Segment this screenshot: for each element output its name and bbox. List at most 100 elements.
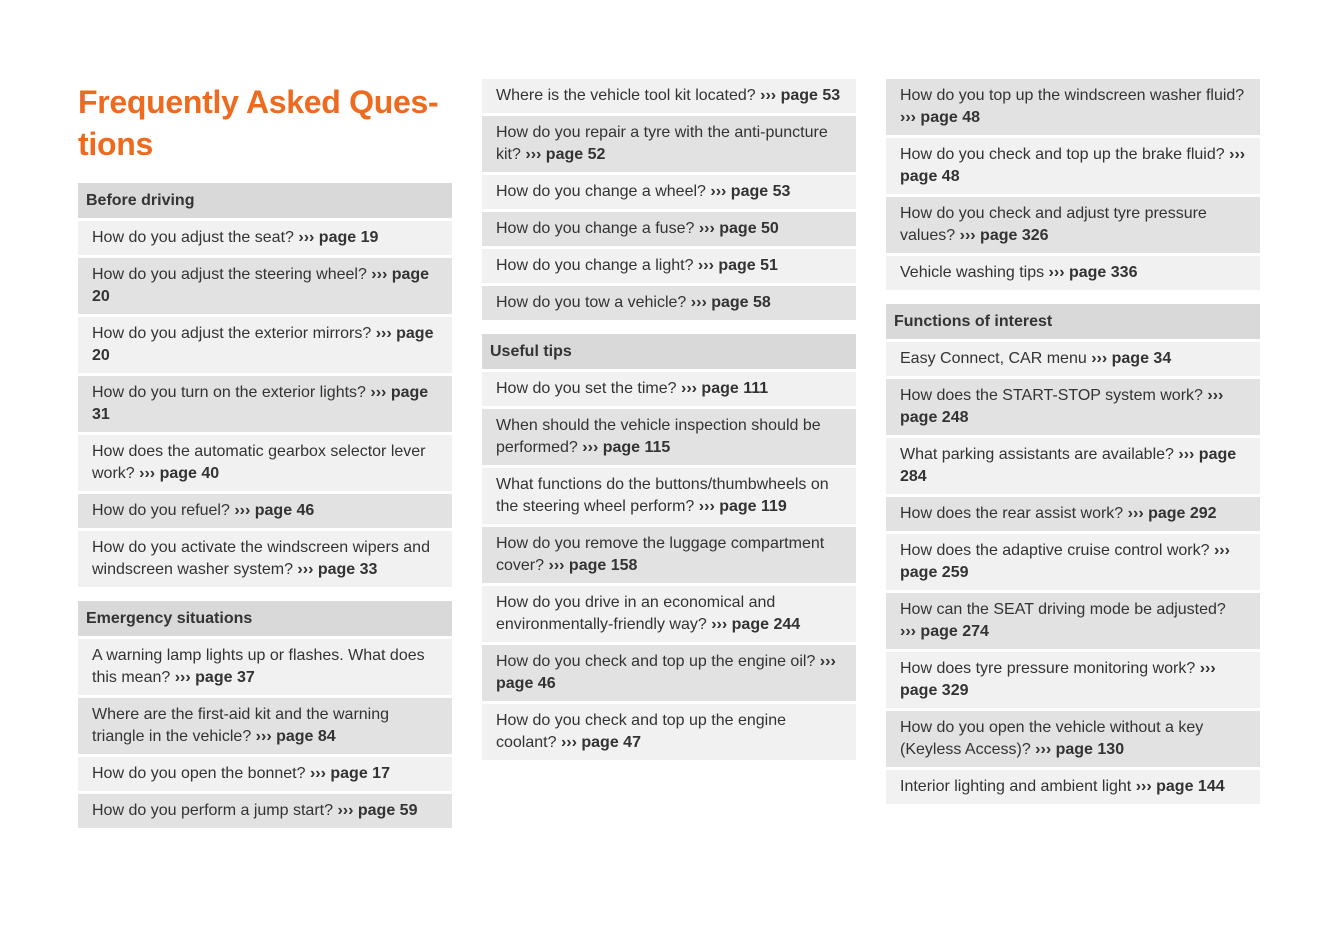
question: Vehicle washing tips — [900, 264, 1045, 281]
faq-item: What functions do the buttons/thumbwheel… — [482, 468, 856, 524]
question: How does tyre pressure monitoring work? — [900, 660, 1196, 677]
page-reference: ››› page 52 — [525, 146, 606, 163]
faq-item: How do you activate the windscreen wiper… — [78, 531, 452, 587]
faq-item: How do you change a fuse? ››› page 50 — [482, 212, 856, 246]
question: How does the START-STOP system work? — [900, 387, 1203, 404]
faq-item: How does the adaptive cruise control wor… — [886, 534, 1260, 590]
question: How do you check and adjust tyre pressur… — [900, 205, 1207, 244]
page-reference: ››› page 144 — [1135, 778, 1225, 795]
page-reference: ››› page 46 — [496, 653, 836, 692]
faq-section: Emergency situations A warning lamp light… — [78, 601, 452, 828]
faq-section: Before driving How do you adjust the seat… — [78, 183, 452, 587]
faq-item: How do you turn on the exterior lights? … — [78, 376, 452, 432]
page-reference: ››› page 53 — [760, 87, 841, 104]
page-reference: ››› page 58 — [690, 294, 771, 311]
page-reference: ››› page 47 — [560, 734, 641, 751]
page-reference: ››› page 31 — [92, 384, 429, 423]
question: How do you repair a tyre with the anti-p… — [496, 124, 828, 163]
page-reference: ››› page 158 — [548, 557, 638, 574]
page-reference: ››› page 336 — [1048, 264, 1138, 281]
question: How do you refuel? — [92, 502, 230, 519]
question: How does the automatic gearbox selector … — [92, 443, 426, 482]
page-title: Frequently Asked Ques- tions — [78, 84, 439, 162]
faq-item: How do you remove the luggage compartmen… — [482, 527, 856, 583]
question: How do you activate the windscreen wiper… — [92, 539, 430, 578]
faq-item: How do you check and top up the brake fl… — [886, 138, 1260, 194]
question: How do you perform a jump start? — [92, 802, 333, 819]
section-heading: Before driving — [78, 183, 452, 218]
question: What parking assistants are available? — [900, 446, 1174, 463]
faq-item: How do you top up the windscreen washer … — [886, 79, 1260, 135]
faq-item: How does the rear assist work? ››› page … — [886, 497, 1260, 531]
question: A warning lamp lights up or flashes. Wha… — [92, 647, 425, 686]
faq-item: How do you check and top up the engine c… — [482, 704, 856, 760]
faq-item: How do you adjust the exterior mirrors? … — [78, 317, 452, 373]
faq-item: Easy Connect, CAR menu ››› page 34 — [886, 342, 1260, 376]
page-reference: ››› page 51 — [697, 257, 778, 274]
faq-item: How does the START-STOP system work? ›››… — [886, 379, 1260, 435]
page-reference: ››› page 33 — [297, 561, 378, 578]
question: Easy Connect, CAR menu — [900, 350, 1087, 367]
page-reference: ››› page 19 — [298, 229, 379, 246]
page-reference: ››› page 20 — [92, 325, 434, 364]
faq-item: How do you refuel? ››› page 46 — [78, 494, 452, 528]
faq-item: How do you perform a jump start? ››› pag… — [78, 794, 452, 828]
page-reference: ››› page 130 — [1035, 741, 1125, 758]
faq-item: How do you tow a vehicle? ››› page 58 — [482, 286, 856, 320]
question: How do you adjust the exterior mirrors? — [92, 325, 372, 342]
page-reference: ››› page 17 — [309, 765, 390, 782]
page-reference: ››› page 34 — [1091, 350, 1172, 367]
faq-section: Useful tips How do you set the time? ››› … — [482, 334, 856, 760]
faq-item: How can the SEAT driving mode be adjuste… — [886, 593, 1260, 649]
column: Frequently Asked Ques- tions Before driv… — [78, 79, 452, 842]
page-reference: ››› page 40 — [139, 465, 220, 482]
column: How do you top up the windscreen washer … — [886, 79, 1260, 818]
faq-item: How do you repair a tyre with the anti-p… — [482, 116, 856, 172]
page-reference: ››› page 248 — [900, 387, 1224, 426]
faq-item: How does the automatic gearbox selector … — [78, 435, 452, 491]
faq-item: Vehicle washing tips ››› page 336 — [886, 256, 1260, 290]
faq-section: Functions of interest Easy Connect, CAR m… — [886, 304, 1260, 804]
page-reference: ››› page 115 — [582, 439, 671, 456]
question: How do you drive in an economical and en… — [496, 594, 776, 633]
column: Where is the vehicle tool kit located? ›… — [482, 79, 856, 774]
question: How do you check and top up the brake fl… — [900, 146, 1225, 163]
faq-section: How do you top up the windscreen washer … — [886, 79, 1260, 290]
page-reference: ››› page 48 — [900, 146, 1246, 185]
question: How do you turn on the exterior lights? — [92, 384, 366, 401]
faq-item: Interior lighting and ambient light ››› … — [886, 770, 1260, 804]
faq-item: How do you set the time? ››› page 111 — [482, 372, 856, 406]
faq-item: How does tyre pressure monitoring work? … — [886, 652, 1260, 708]
faq-item: A warning lamp lights up or flashes. Wha… — [78, 639, 452, 695]
question: How do you change a light? — [496, 257, 694, 274]
faq-item: How do you change a wheel? ››› page 53 — [482, 175, 856, 209]
question: When should the vehicle inspection shoul… — [496, 417, 821, 456]
question: How do you adjust the seat? — [92, 229, 294, 246]
page-reference: ››› page 84 — [255, 728, 336, 745]
question: How do you check and top up the engine o… — [496, 653, 816, 670]
faq-item: How do you check and top up the engine o… — [482, 645, 856, 701]
section-heading: Emergency situations — [78, 601, 452, 636]
page-reference: ››› page 48 — [900, 109, 981, 126]
section-heading: Useful tips — [482, 334, 856, 369]
question: Where are the first-aid kit and the warn… — [92, 706, 390, 745]
faq-item: How do you drive in an economical and en… — [482, 586, 856, 642]
faq-item: How do you check and adjust tyre pressur… — [886, 197, 1260, 253]
page-reference: ››› page 119 — [698, 498, 787, 515]
faq-item: How do you open the bonnet? ››› page 17 — [78, 757, 452, 791]
page-reference: ››› page 326 — [959, 227, 1049, 244]
faq-item: How do you change a light? ››› page 51 — [482, 249, 856, 283]
question: How do you open the bonnet? — [92, 765, 306, 782]
question: How can the SEAT driving mode be adjuste… — [900, 601, 1226, 618]
question: How do you check and top up the engine c… — [496, 712, 786, 751]
question: How do you change a wheel? — [496, 183, 706, 200]
page-reference: ››› page 53 — [710, 183, 791, 200]
page-reference: ››› page 284 — [900, 446, 1237, 485]
section-heading: Functions of interest — [886, 304, 1260, 339]
question: How do you remove the luggage compartmen… — [496, 535, 825, 574]
faq-item: How do you open the vehicle without a ke… — [886, 711, 1260, 767]
faq-item: What parking assistants are available? ›… — [886, 438, 1260, 494]
question: How do you set the time? — [496, 380, 677, 397]
page-reference: ››› page 20 — [92, 266, 430, 305]
question: How does the rear assist work? — [900, 505, 1124, 522]
